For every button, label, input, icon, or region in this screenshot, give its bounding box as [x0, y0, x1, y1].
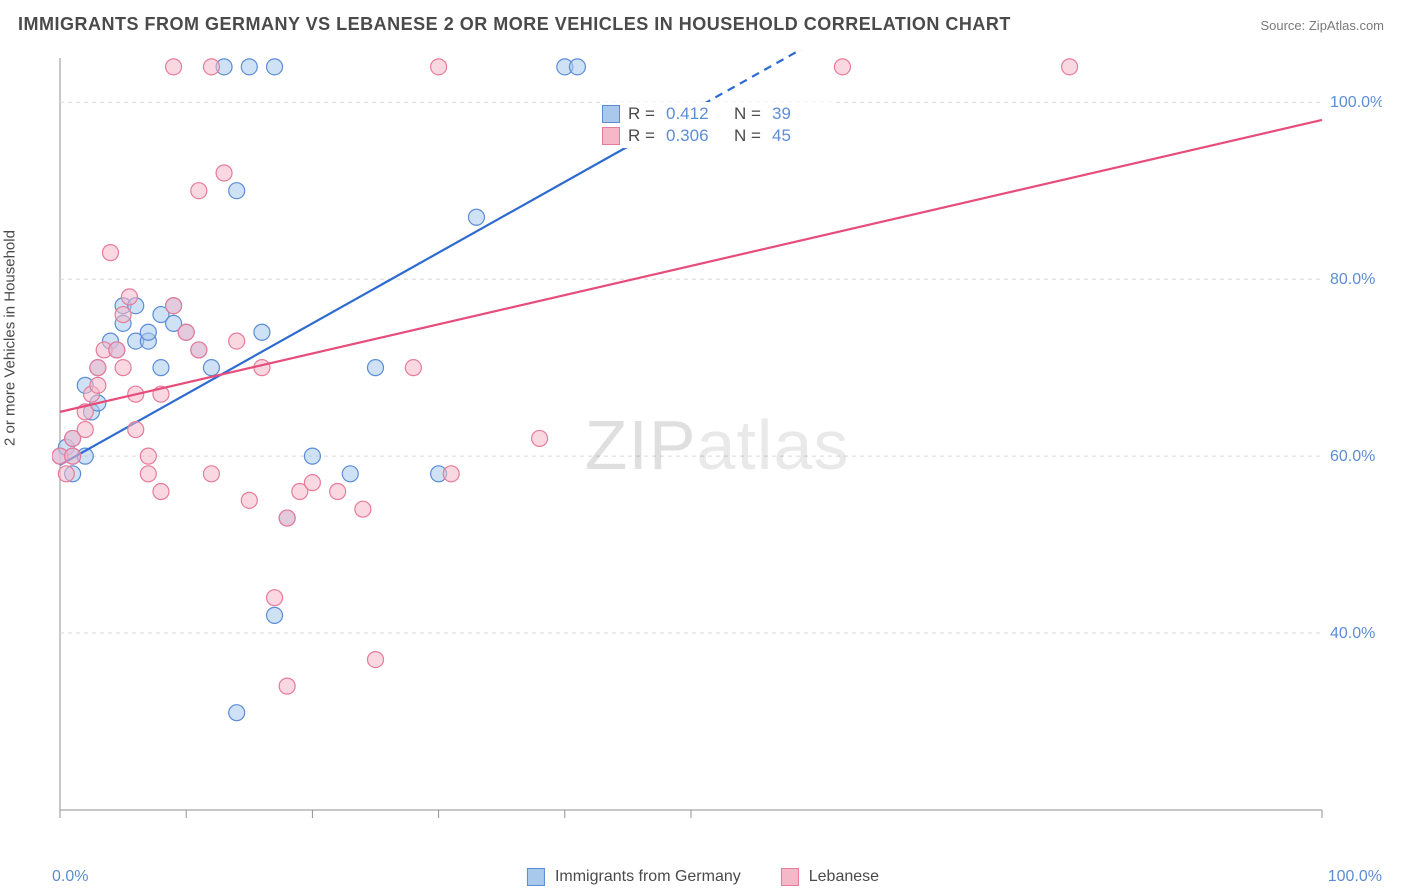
legend-swatch-icon [781, 868, 799, 886]
svg-text:100.0%: 100.0% [1330, 94, 1382, 111]
legend-n-label: N = [734, 126, 764, 146]
series-label: Immigrants from Germany [555, 868, 741, 886]
legend-r-label: R = [628, 126, 658, 146]
svg-text:60.0%: 60.0% [1330, 448, 1375, 465]
chart-title: IMMIGRANTS FROM GERMANY VS LEBANESE 2 OR… [18, 14, 1011, 35]
x-axis-start-label: 0.0% [52, 868, 88, 886]
series-legend-germany: Immigrants from Germany [527, 868, 741, 886]
legend-n-value: 39 [772, 104, 832, 124]
chart-svg: 40.0% 60.0% 80.0% 100.0% [52, 50, 1382, 840]
series-legend: Immigrants from Germany Lebanese [527, 868, 879, 886]
y-axis-label: 2 or more Vehicles in Household [2, 230, 19, 446]
svg-text:80.0%: 80.0% [1330, 271, 1375, 288]
x-axis-end-label: 100.0% [1328, 868, 1382, 886]
legend-row-germany: R = 0.412 N = 39 [602, 104, 832, 124]
legend-swatch-icon [527, 868, 545, 886]
correlation-legend: R = 0.412 N = 39 R = 0.306 N = 45 [602, 102, 832, 148]
legend-swatch-icon [602, 105, 620, 123]
legend-n-value: 45 [772, 126, 832, 146]
series-label: Lebanese [809, 868, 879, 886]
svg-text:40.0%: 40.0% [1330, 625, 1375, 642]
legend-row-lebanese: R = 0.306 N = 45 [602, 126, 832, 146]
legend-r-value: 0.412 [666, 104, 726, 124]
legend-swatch-icon [602, 127, 620, 145]
legend-r-label: R = [628, 104, 658, 124]
legend-r-value: 0.306 [666, 126, 726, 146]
source-attribution: Source: ZipAtlas.com [1260, 18, 1384, 33]
series-legend-lebanese: Lebanese [781, 868, 879, 886]
legend-n-label: N = [734, 104, 764, 124]
chart-plot-area: 40.0%60.0%80.0%100.0% ZIPatlas R = 0.412… [52, 50, 1382, 840]
